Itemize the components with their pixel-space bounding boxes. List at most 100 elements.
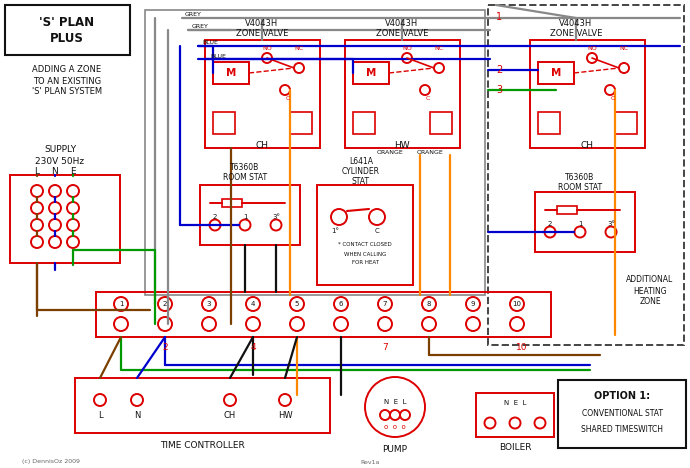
Text: ADDITIONAL: ADDITIONAL xyxy=(627,276,673,285)
Circle shape xyxy=(605,85,615,95)
Text: 7: 7 xyxy=(382,343,388,351)
Bar xyxy=(222,199,242,207)
Text: T6360B: T6360B xyxy=(565,173,595,182)
Text: HEATING: HEATING xyxy=(633,286,667,295)
Circle shape xyxy=(239,219,250,231)
Bar xyxy=(538,112,560,134)
Circle shape xyxy=(365,377,425,437)
Text: 1: 1 xyxy=(243,214,247,220)
Text: TIME CONTROLLER: TIME CONTROLLER xyxy=(159,440,244,449)
Text: GREY: GREY xyxy=(185,13,202,17)
Circle shape xyxy=(380,410,390,420)
Text: 5: 5 xyxy=(295,301,299,307)
Circle shape xyxy=(334,317,348,331)
Circle shape xyxy=(31,219,43,231)
Text: STAT: STAT xyxy=(352,177,370,187)
Text: CH: CH xyxy=(580,140,593,149)
Bar xyxy=(558,380,686,448)
Circle shape xyxy=(224,394,236,406)
Text: 3: 3 xyxy=(496,85,502,95)
Text: CH: CH xyxy=(255,140,268,149)
Text: 4: 4 xyxy=(250,301,255,307)
Circle shape xyxy=(420,85,430,95)
Bar xyxy=(476,393,554,437)
Text: HW: HW xyxy=(277,411,293,421)
Bar xyxy=(10,175,120,263)
Circle shape xyxy=(280,85,290,95)
Circle shape xyxy=(587,53,597,63)
Text: ZONE VALVE: ZONE VALVE xyxy=(236,29,288,37)
Bar xyxy=(213,62,249,84)
Text: L: L xyxy=(98,411,102,421)
Text: ADDING A ZONE: ADDING A ZONE xyxy=(32,66,101,74)
Text: PUMP: PUMP xyxy=(382,445,408,453)
Circle shape xyxy=(544,227,555,237)
Circle shape xyxy=(31,185,43,197)
Circle shape xyxy=(422,297,436,311)
Circle shape xyxy=(270,219,282,231)
Text: BLUE: BLUE xyxy=(210,53,226,58)
Text: N: N xyxy=(134,411,140,421)
Circle shape xyxy=(49,185,61,197)
Circle shape xyxy=(378,317,392,331)
Circle shape xyxy=(390,410,400,420)
Text: 9: 9 xyxy=(471,301,475,307)
Text: 4: 4 xyxy=(250,343,256,351)
Bar xyxy=(557,206,577,214)
Text: ZONE VALVE: ZONE VALVE xyxy=(376,29,428,37)
Text: CYLINDER: CYLINDER xyxy=(342,168,380,176)
Text: WHEN CALLING: WHEN CALLING xyxy=(344,251,386,256)
Text: E: E xyxy=(70,168,76,176)
Circle shape xyxy=(290,317,304,331)
Circle shape xyxy=(334,297,348,311)
Text: FOR HEAT: FOR HEAT xyxy=(351,261,379,265)
Circle shape xyxy=(510,297,524,311)
Text: 2: 2 xyxy=(548,221,552,227)
Text: 230V 50Hz: 230V 50Hz xyxy=(35,156,85,166)
Text: 3°: 3° xyxy=(607,221,615,227)
Text: C: C xyxy=(286,95,290,101)
Text: NO: NO xyxy=(402,46,412,51)
Bar xyxy=(145,10,485,295)
Circle shape xyxy=(422,317,436,331)
Bar xyxy=(353,112,375,134)
Text: M: M xyxy=(226,68,236,78)
Text: 10: 10 xyxy=(516,343,528,351)
Bar xyxy=(615,112,637,134)
Text: C: C xyxy=(426,95,430,101)
Bar xyxy=(430,112,452,134)
Text: ZONE: ZONE xyxy=(639,298,661,307)
Circle shape xyxy=(510,317,524,331)
Text: 'S' PLAN: 'S' PLAN xyxy=(39,15,95,29)
Circle shape xyxy=(484,417,495,429)
Bar xyxy=(5,5,130,55)
Text: L: L xyxy=(34,168,39,176)
Circle shape xyxy=(290,297,304,311)
Circle shape xyxy=(619,63,629,73)
Text: SHARED TIMESWITCH: SHARED TIMESWITCH xyxy=(581,425,663,434)
Bar xyxy=(488,5,684,345)
Text: 1: 1 xyxy=(119,301,124,307)
Circle shape xyxy=(402,53,412,63)
Text: PLUS: PLUS xyxy=(50,32,84,45)
Text: 6: 6 xyxy=(339,301,343,307)
Circle shape xyxy=(509,417,520,429)
Circle shape xyxy=(202,317,216,331)
Text: 7: 7 xyxy=(383,301,387,307)
Bar xyxy=(200,185,300,245)
Circle shape xyxy=(400,410,410,420)
Text: BOILER: BOILER xyxy=(499,444,531,453)
Text: NO: NO xyxy=(262,46,272,51)
Bar xyxy=(345,40,460,148)
Circle shape xyxy=(279,394,291,406)
Bar xyxy=(213,112,235,134)
Text: 1: 1 xyxy=(578,221,582,227)
Circle shape xyxy=(246,297,260,311)
Text: NC: NC xyxy=(435,46,444,51)
Bar xyxy=(317,185,413,285)
Circle shape xyxy=(31,236,43,248)
Circle shape xyxy=(535,417,546,429)
Text: HW: HW xyxy=(394,140,410,149)
Text: 2: 2 xyxy=(496,65,502,75)
Text: 2: 2 xyxy=(162,343,168,351)
